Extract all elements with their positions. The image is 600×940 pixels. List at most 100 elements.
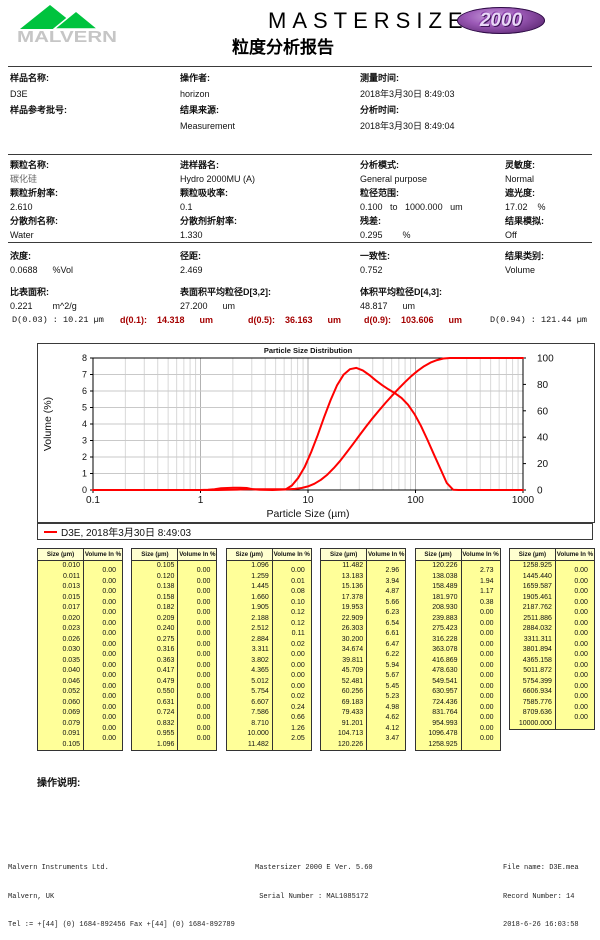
size-cell: 104.713 (337, 730, 364, 737)
size-cell: 0.955 (156, 730, 175, 737)
volume-cell: 2.05 (291, 735, 305, 742)
d094-value: D(0.94) : 121.44 µm (490, 315, 587, 325)
size-cell: 0.079 (62, 719, 80, 727)
size-cell: 0.631 (156, 698, 175, 706)
svg-text:1: 1 (82, 469, 87, 479)
volume-cell: 0.00 (196, 693, 211, 700)
size-cell: 30.200 (341, 635, 364, 643)
volume-cell: 5.94 (385, 661, 400, 669)
footer-company-line1: Malvern Instruments Ltd. (8, 864, 109, 872)
volume-cell: 0.00 (102, 735, 116, 742)
sensitivity-label: 灵敏度: (505, 160, 535, 170)
size-cell: 138.038 (432, 572, 458, 580)
svg-text:100: 100 (407, 495, 424, 506)
report-page: { "header": { "logo_text": "MALVERN", "t… (8, 5, 600, 929)
footer-company-line3: Tel := +[44] (0) 1684-892456 Fax +[44] (… (8, 921, 235, 929)
uniformity-value: 0.752 (360, 265, 383, 275)
size-cell: 8709.636 (522, 709, 552, 716)
size-cell: 2.512 (251, 625, 269, 632)
dispersant-name-label: 分散剂名称: (10, 216, 58, 226)
volume-cell: 0.00 (196, 735, 211, 742)
volume-cell: 0.00 (196, 640, 211, 648)
volume-cell: 4.12 (385, 724, 400, 732)
volume-cell: 0.02 (291, 693, 305, 700)
volume-cell: 0.00 (574, 577, 588, 585)
badge-2000: 2000 (457, 7, 545, 34)
size-cell: 13.183 (341, 572, 364, 580)
volume-cell: 0.00 (196, 714, 211, 721)
volume-cell: 0.00 (291, 672, 305, 679)
svg-text:7: 7 (82, 370, 87, 380)
size-cell: 5011.872 (523, 667, 552, 674)
size-cell: 0.120 (156, 572, 175, 580)
size-cell: 1258.925 (428, 740, 458, 748)
volume-cell: 0.00 (574, 682, 588, 690)
volume-cell: 0.00 (102, 577, 116, 585)
svg-text:1: 1 (198, 495, 204, 506)
size-cell: 0.240 (156, 625, 175, 632)
size-cell: 2187.762 (522, 604, 552, 611)
footer-software-version: Mastersizer 2000 E Ver. 5.60 (255, 864, 373, 872)
size-cell: 0.040 (62, 667, 80, 674)
size-cell: 2.188 (251, 614, 269, 622)
volume-cell: 0.11 (291, 630, 305, 637)
volume-column-header: Volume In % (556, 551, 594, 558)
volume-cell: 0.00 (574, 703, 588, 711)
d05-value: d(0.5): 36.163 um (248, 315, 342, 325)
analysis-time-value: 2018年3月30日 8:49:04 (360, 121, 455, 131)
size-cell: 4365.158 (522, 656, 552, 664)
d43-label: 体积平均粒径D[4,3]: (360, 287, 443, 297)
size-column-header: Size (µm) (321, 549, 368, 560)
volume-cell: 0.00 (196, 588, 211, 595)
size-cell: 275.423 (432, 625, 458, 632)
volume-cell: 0.10 (291, 598, 305, 606)
volume-cell: 0.00 (479, 609, 494, 616)
obscuration-value: 17.02 % (505, 202, 546, 212)
ssa-value: 0.221 m^2/g (10, 301, 77, 311)
sample-batch-label: 样品参考批号: (10, 105, 67, 115)
svg-text:80: 80 (537, 380, 549, 391)
volume-cell: 0.00 (479, 672, 494, 679)
divider (8, 154, 592, 155)
size-cell: 1.259 (251, 572, 269, 580)
sample-info-section: 样品名称: D3E 样品参考批号: 操作者: horizon 结果来源: Mea… (10, 71, 600, 153)
volume-cell: 0.02 (291, 640, 305, 648)
size-cell: 549.541 (432, 677, 458, 685)
histogram-table: Size (µm) Volume In % 1.096 1.259 1.445 1.660… (225, 548, 312, 751)
volume-column-header: Volume In % (462, 551, 499, 558)
size-cell: 158.489 (432, 583, 458, 590)
volume-cell: 0.12 (291, 609, 305, 616)
operator-value: horizon (180, 89, 210, 99)
size-cell: 0.023 (62, 625, 80, 632)
size-cell: 181.970 (432, 593, 458, 601)
particle-name-value: 碳化硅 (10, 174, 38, 184)
size-cell: 79.433 (341, 709, 364, 716)
size-cell: 0.017 (62, 604, 80, 611)
svg-text:60: 60 (537, 406, 549, 417)
volume-cell: 0.66 (291, 714, 305, 721)
size-cell: 0.417 (156, 667, 175, 674)
size-cell: 3311.311 (523, 635, 552, 643)
residual-label: 残差: (360, 216, 381, 226)
volume-cell: 0.00 (479, 651, 494, 658)
volume-cell: 0.00 (291, 651, 305, 658)
dispersant-name-value: Water (10, 230, 34, 240)
size-cell: 15.136 (341, 583, 364, 590)
concentration-value: 0.0688 %Vol (10, 265, 74, 275)
size-cell: 0.026 (62, 635, 80, 643)
volume-cell: 0.00 (102, 640, 116, 648)
volume-cell: 0.00 (102, 651, 116, 658)
concentration-label: 浓度: (10, 251, 31, 261)
volume-cell: 0.00 (574, 619, 588, 627)
volume-cell: 0.00 (574, 630, 588, 637)
volume-cell: 0.00 (291, 567, 305, 574)
size-cell: 0.724 (156, 709, 175, 716)
volume-cell: 4.62 (385, 714, 400, 721)
particle-info-section: 颗粒名称: 碳化硅 颗粒折射率: 2.610 分散剂名称: Water 进样器名… (10, 159, 600, 243)
volume-cell: 0.00 (196, 609, 211, 616)
size-cell: 0.158 (156, 593, 175, 601)
volume-cell: 0.24 (291, 703, 305, 711)
d32-label: 表面积平均粒径D[3,2]: (180, 287, 272, 297)
chart-ylabel: Volume (%) (42, 397, 54, 451)
